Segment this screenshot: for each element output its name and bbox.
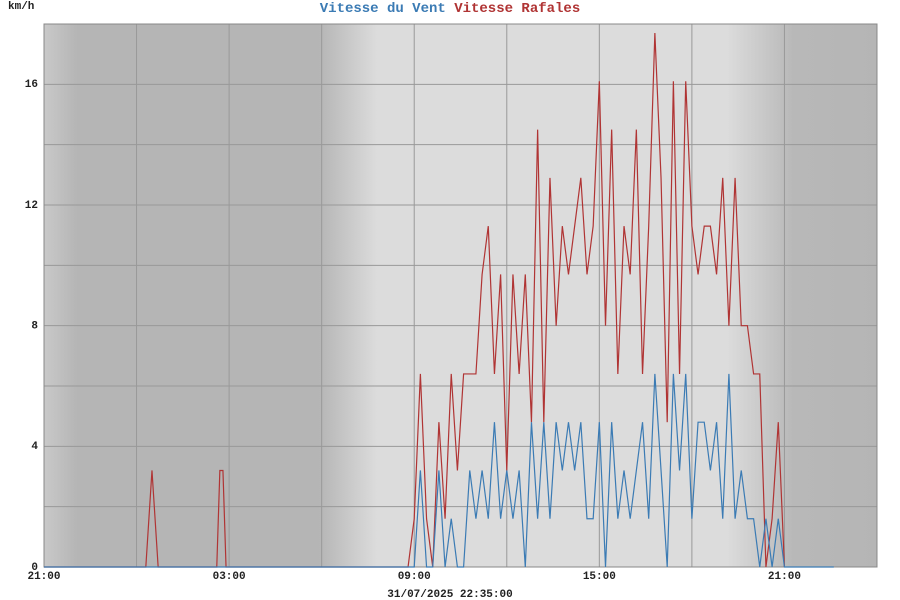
legend-entry: Vitesse du Vent — [320, 1, 446, 17]
x-tick-label: 15:00 — [583, 571, 616, 583]
x-tick-label: 09:00 — [398, 571, 431, 583]
y-tick-label: 16 — [25, 79, 38, 91]
x-tick-label: 21:00 — [768, 571, 801, 583]
y-tick-label: 12 — [25, 200, 38, 212]
y-tick-label: 4 — [31, 441, 38, 453]
y-tick-label: 0 — [31, 562, 38, 574]
y-tick-label: 8 — [31, 321, 38, 333]
x-tick-label: 21:00 — [27, 571, 60, 583]
series-line — [44, 373, 834, 568]
x-tick-label: 03:00 — [213, 571, 246, 583]
legend: Vitesse du Vent Vitesse Rafales — [320, 1, 580, 17]
y-axis-label: km/h — [8, 1, 34, 13]
x-axis-label: 31/07/2025 22:35:00 — [387, 589, 512, 600]
plot-background — [44, 24, 877, 567]
legend-entry: Vitesse Rafales — [454, 1, 580, 17]
series-line — [44, 33, 786, 568]
